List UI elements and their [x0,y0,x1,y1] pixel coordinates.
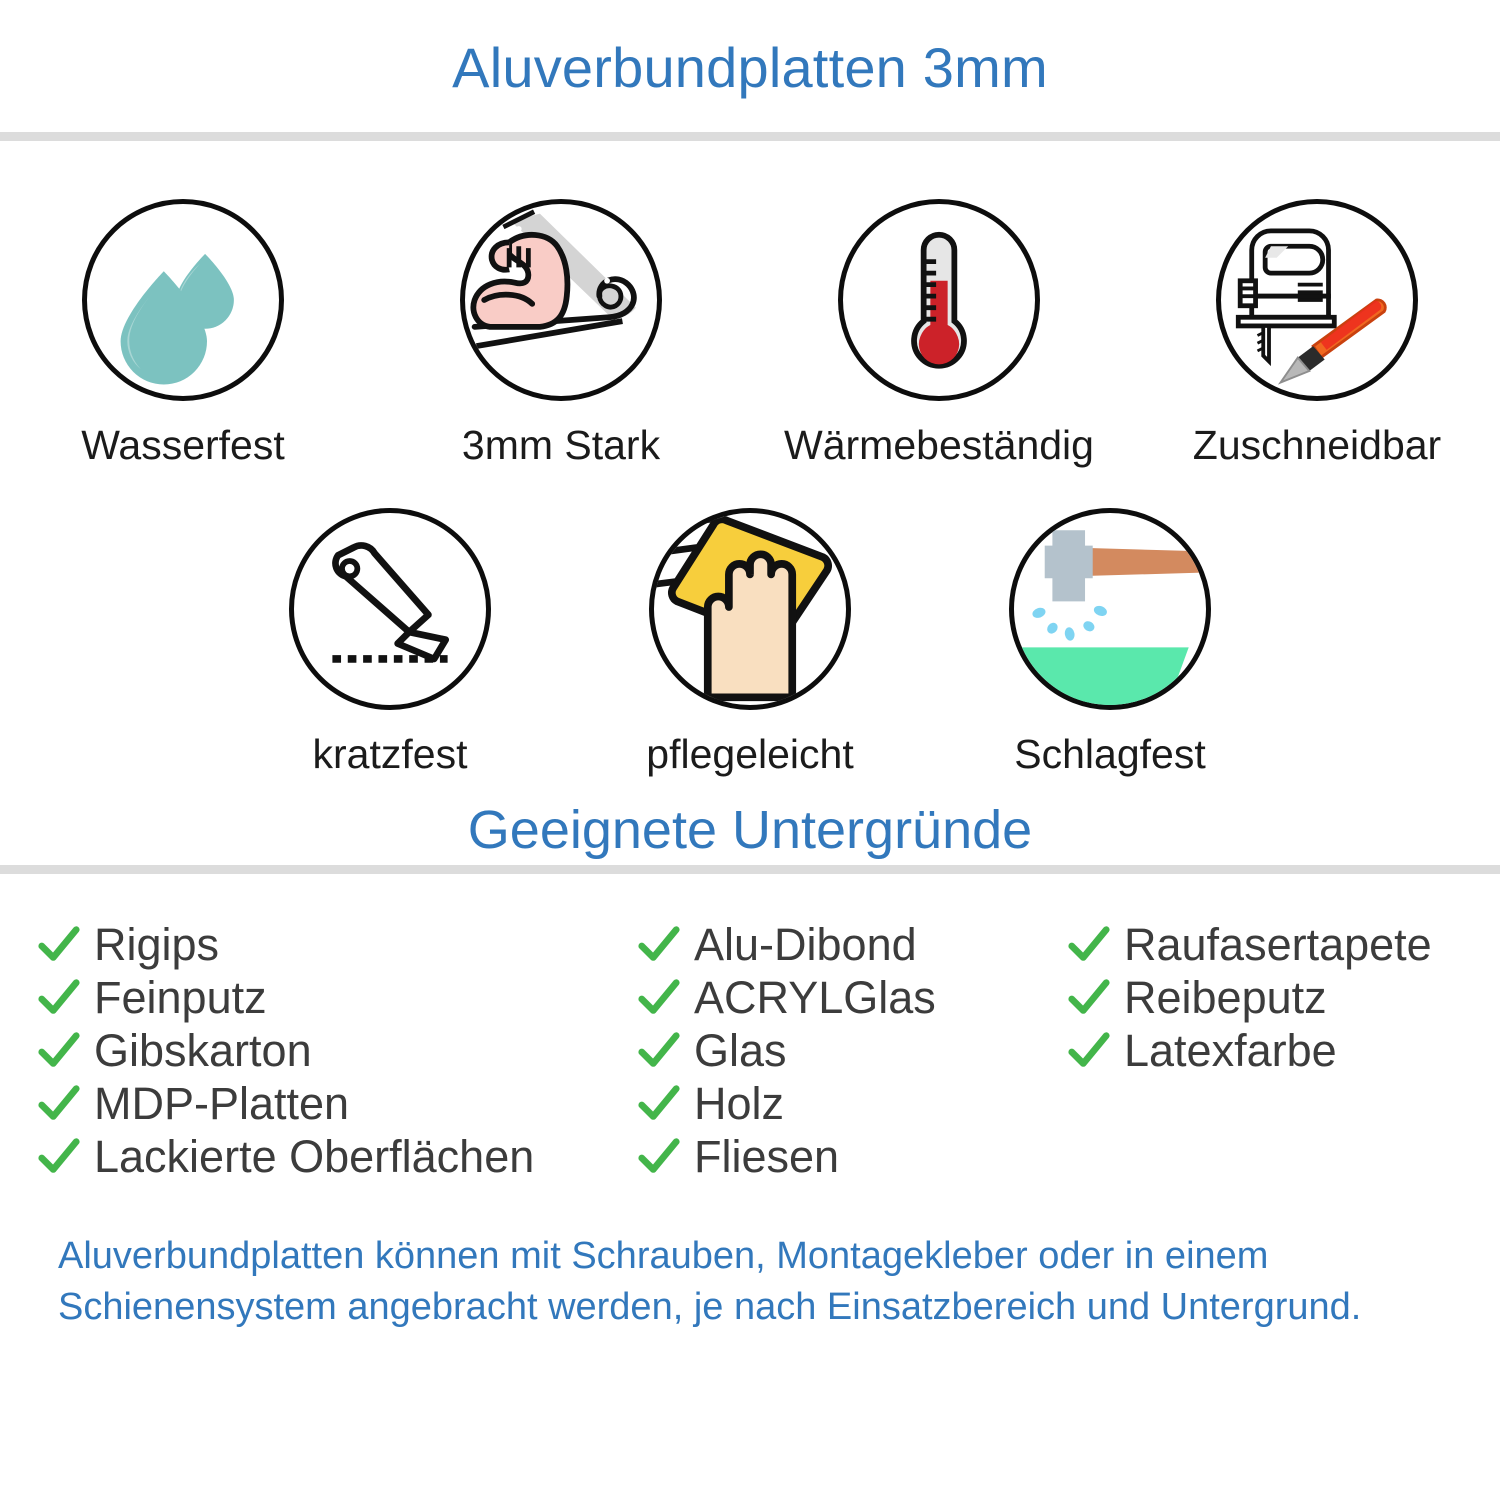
substrates-heading: Geeignete Untergründe [467,800,1033,861]
list-item-label: Gibskarton [94,1025,312,1077]
feature-kratzfest: kratzfest [225,508,555,777]
substrate-column-3: Raufasertapete Reibeputz Latexfarbe [1066,918,1496,1077]
check-icon [638,926,680,961]
check-icon [38,926,80,961]
list-item-label: Reibeputz [1124,972,1327,1024]
list-item-label: Glas [694,1025,787,1077]
flexing-arm-icon [460,199,662,401]
substrate-column-2: Alu-Dibond ACRYLGlas Glas Holz Fliesen [636,918,1066,1183]
feature-wasserfest: Wasserfest [10,199,356,468]
list-item: ACRYLGlas [636,971,1066,1024]
feature-row-2: kratzfest pflegeleicht [0,468,1500,777]
list-item-label: Alu-Dibond [694,919,917,971]
thermometer-icon [838,199,1040,401]
substrate-column-1: Rigips Feinputz Gibskarton MDP-Platten L… [36,918,636,1183]
substrates-checklist: Rigips Feinputz Gibskarton MDP-Platten L… [0,874,1500,1183]
feature-label: kratzfest [312,731,468,778]
check-icon [38,1138,80,1173]
list-item: Feinputz [36,971,636,1024]
check-icon [1068,926,1110,961]
list-item: Gibskarton [36,1024,636,1077]
list-item-label: Feinputz [94,972,267,1024]
list-item: Holz [636,1077,1066,1130]
list-item: MDP-Platten [36,1077,636,1130]
list-item: Lackierte Oberflächen [36,1130,636,1183]
jigsaw-cutter-icon [1216,199,1418,401]
footer-line-2: Schienensystem angebracht werden, je nac… [58,1285,1362,1328]
feature-label: 3mm Stark [461,422,661,468]
list-item: Reibeputz [1066,971,1496,1024]
check-icon [638,979,680,1014]
feature-waermebestaendig: Wärmebeständig [766,199,1112,468]
water-drops-icon [82,199,284,401]
feature-row-1: Wasserfest [0,141,1500,468]
divider-top [0,132,1500,141]
list-item-label: Raufasertapete [1124,919,1432,971]
check-icon [1068,1032,1110,1067]
feature-3mm-stark: 3mm Stark [388,199,734,468]
check-icon [638,1032,680,1067]
knife-scratch-icon [289,508,491,711]
check-icon [38,1032,80,1067]
feature-label: Zuschneidbar [1192,422,1442,468]
feature-label: Schlagfest [1014,731,1206,778]
feature-zuschneidbar: Zuschneidbar [1144,199,1490,468]
list-item-label: Latexfarbe [1124,1025,1337,1077]
list-item-label: Lackierte Oberflächen [94,1131,535,1183]
footer-line-1: Aluverbundplatten können mit Schrauben, … [58,1235,1269,1278]
check-icon [638,1138,680,1173]
list-item: Glas [636,1024,1066,1077]
check-icon [38,979,80,1014]
list-item: Alu-Dibond [636,918,1066,971]
feature-label: Wärmebeständig [784,422,1094,468]
list-item: Fliesen [636,1130,1066,1183]
list-item: Latexfarbe [1066,1024,1496,1077]
list-item-label: Holz [694,1078,785,1130]
list-item-label: MDP-Platten [94,1078,350,1130]
check-icon [38,1085,80,1120]
list-item: Raufasertapete [1066,918,1496,971]
feature-schlagfest: Schlagfest [945,508,1275,777]
page-title: Aluverbundplatten 3mm [452,36,1048,99]
list-item: Rigips [36,918,636,971]
feature-label: pflegeleicht [646,731,854,778]
hammer-impact-icon [1009,508,1211,711]
feature-pflegeleicht: pflegeleicht [585,508,915,777]
list-item-label: Rigips [94,919,220,971]
list-item-label: Fliesen [694,1131,840,1183]
check-icon [638,1085,680,1120]
hand-cloth-icon [649,508,851,711]
footer-note: Aluverbundplatten können mit Schrauben, … [0,1183,1500,1332]
feature-label: Wasserfest [81,422,285,468]
divider-bottom [0,865,1500,875]
list-item-label: ACRYLGlas [694,972,936,1024]
check-icon [1068,979,1110,1014]
